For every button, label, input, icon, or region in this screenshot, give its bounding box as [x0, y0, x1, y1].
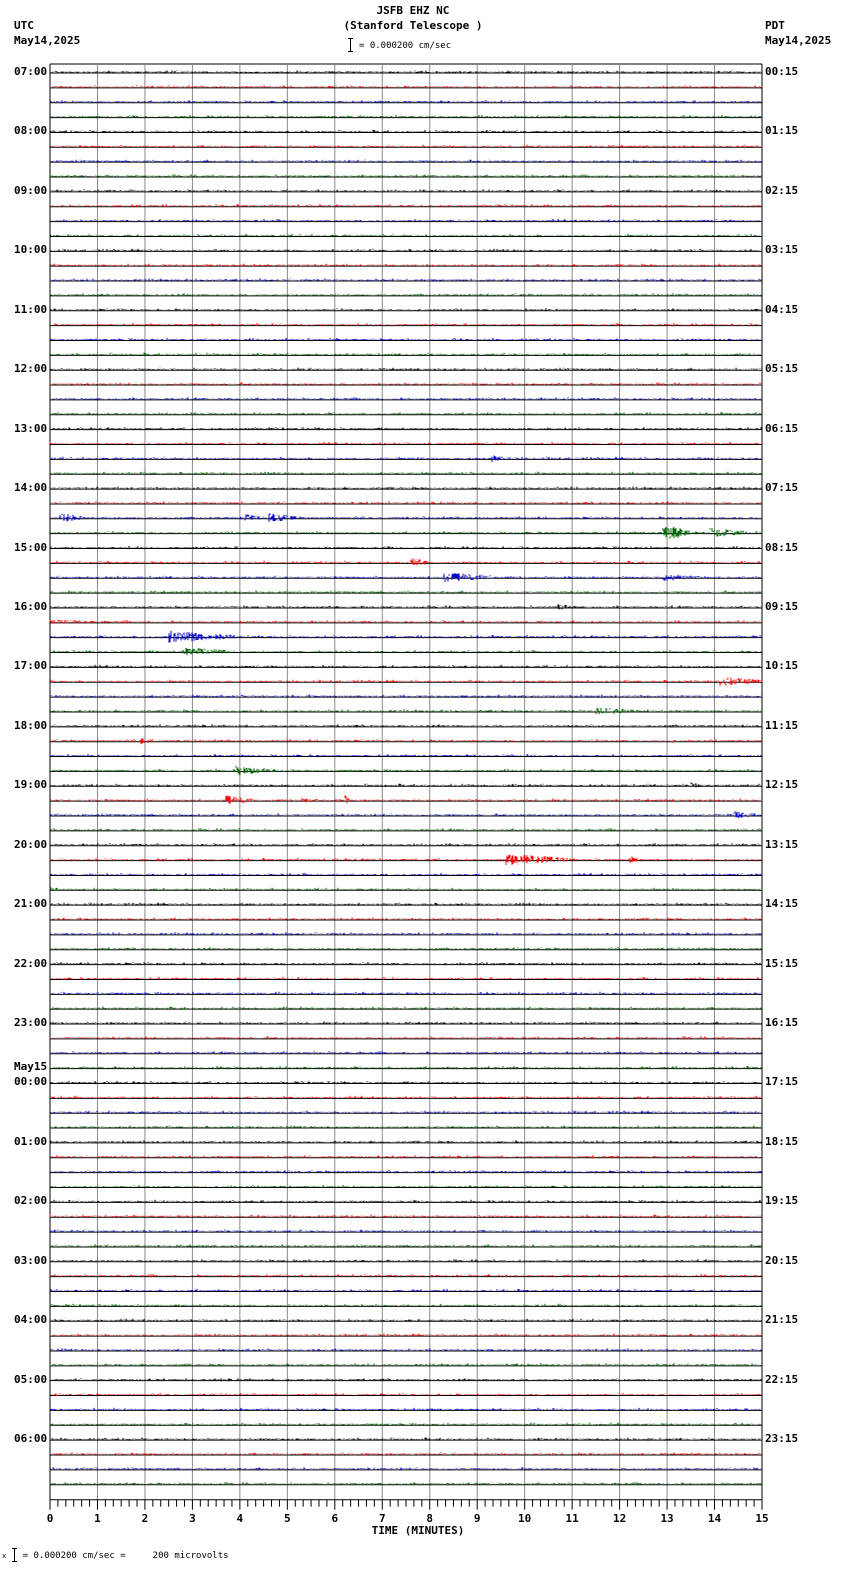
utc-hour-label: 10:00: [14, 243, 48, 257]
utc-hour-label: 11:00: [14, 302, 48, 316]
pdt-hour-label: 13:15: [765, 837, 799, 851]
x-tick-label: 8: [426, 1511, 434, 1525]
pdt-hour-label: 06:15: [765, 421, 799, 435]
x-tick-label: 12: [612, 1511, 627, 1525]
pdt-hour-label: 02:15: [765, 183, 799, 197]
utc-hour-label: 13:00: [14, 421, 48, 435]
right-date: May14,2025: [765, 34, 832, 47]
x-tick-label: 1: [94, 1511, 101, 1525]
pdt-hour-label: 22:15: [765, 1372, 799, 1386]
pdt-hour-label: 11:15: [765, 718, 799, 732]
x-tick-label: 9: [473, 1511, 481, 1525]
utc-hour-label: 22:00: [14, 956, 48, 970]
x-tick-label: 6: [331, 1511, 339, 1525]
x-axis-label: TIME (MINUTES): [371, 1523, 465, 1537]
scale-bar-icon: [348, 38, 353, 52]
scale-prefix: x: [2, 1552, 7, 1560]
pdt-hour-label: 04:15: [765, 302, 799, 316]
x-tick-label: 4: [236, 1511, 244, 1525]
scale-legend-bottom: x = 0.000200 cm/sec = 200 microvolts: [2, 1548, 229, 1562]
station-title: JSFB EHZ NC: [376, 4, 450, 17]
pdt-hour-label: 05:15: [765, 362, 799, 376]
x-tick-label: 5: [284, 1511, 291, 1525]
utc-hour-label: 01:00: [14, 1134, 48, 1148]
pdt-hour-label: 23:15: [765, 1432, 799, 1446]
utc-hour-label: 06:00: [14, 1432, 48, 1446]
scale-bar-icon: [11, 1548, 17, 1562]
scale-legend-bottom-text: = 0.000200 cm/sec = 200 microvolts: [22, 1551, 229, 1561]
utc-hour-label: 15:00: [14, 540, 48, 554]
x-tick-label: 7: [378, 1511, 386, 1525]
pdt-hour-label: 09:15: [765, 599, 799, 613]
pdt-hour-label: 00:15: [765, 65, 799, 78]
utc-hour-label: 18:00: [14, 718, 48, 732]
station-location: (Stanford Telescope ): [343, 19, 483, 32]
utc-hour-label: 14:00: [14, 481, 48, 495]
pdt-hour-label: 21:15: [765, 1313, 799, 1327]
x-tick-label: 11: [565, 1511, 579, 1525]
x-tick-label: 0: [46, 1511, 54, 1525]
pdt-hour-label: 20:15: [765, 1253, 799, 1267]
utc-hour-label: 02:00: [14, 1194, 48, 1208]
pdt-hour-label: 14:15: [765, 897, 799, 911]
utc-hour-label: 03:00: [14, 1253, 48, 1267]
pdt-hour-label: 07:15: [765, 481, 799, 495]
pdt-hour-label: 19:15: [765, 1194, 799, 1208]
utc-hour-label: 09:00: [14, 183, 48, 197]
pdt-hour-label: 12:15: [765, 778, 799, 792]
utc-hour-label: 17:00: [14, 659, 48, 673]
left-date: May14,2025: [14, 34, 81, 47]
utc-hour-label: 08:00: [14, 124, 48, 138]
utc-hour-label: 05:00: [14, 1372, 48, 1386]
scale-legend-text: = 0.000200 cm/sec: [359, 41, 452, 51]
pdt-hour-label: 17:15: [765, 1075, 799, 1089]
x-tick-label: 13: [660, 1511, 674, 1525]
utc-hour-label: 16:00: [14, 599, 48, 613]
utc-hour-label: 23:00: [14, 1016, 48, 1030]
date-change-label: May15: [14, 1060, 48, 1074]
x-tick-label: 15: [755, 1511, 769, 1525]
utc-hour-label: 20:00: [14, 837, 48, 851]
utc-hour-label: 19:00: [14, 778, 48, 792]
pdt-hour-label: 15:15: [765, 956, 799, 970]
utc-hour-label: 12:00: [14, 362, 48, 376]
x-tick-label: 10: [518, 1511, 532, 1525]
pdt-hour-label: 10:15: [765, 659, 799, 673]
pdt-hour-label: 08:15: [765, 540, 799, 554]
utc-hour-label: 07:00: [14, 65, 48, 78]
right-timezone: PDT: [765, 19, 785, 32]
pdt-hour-label: 16:15: [765, 1016, 799, 1030]
scale-legend-top: = 0.000200 cm/sec: [348, 38, 451, 52]
utc-hour-label: 21:00: [14, 897, 48, 911]
left-timezone: UTC: [14, 19, 34, 32]
x-tick-label: 14: [707, 1511, 722, 1525]
pdt-hour-label: 03:15: [765, 243, 799, 257]
pdt-hour-label: 01:15: [765, 124, 799, 138]
utc-hour-label: 04:00: [14, 1313, 48, 1327]
pdt-hour-label: 18:15: [765, 1134, 799, 1148]
utc-hour-label: 00:00: [14, 1075, 48, 1089]
x-tick-label: 3: [189, 1511, 196, 1525]
x-tick-label: 2: [141, 1511, 149, 1525]
